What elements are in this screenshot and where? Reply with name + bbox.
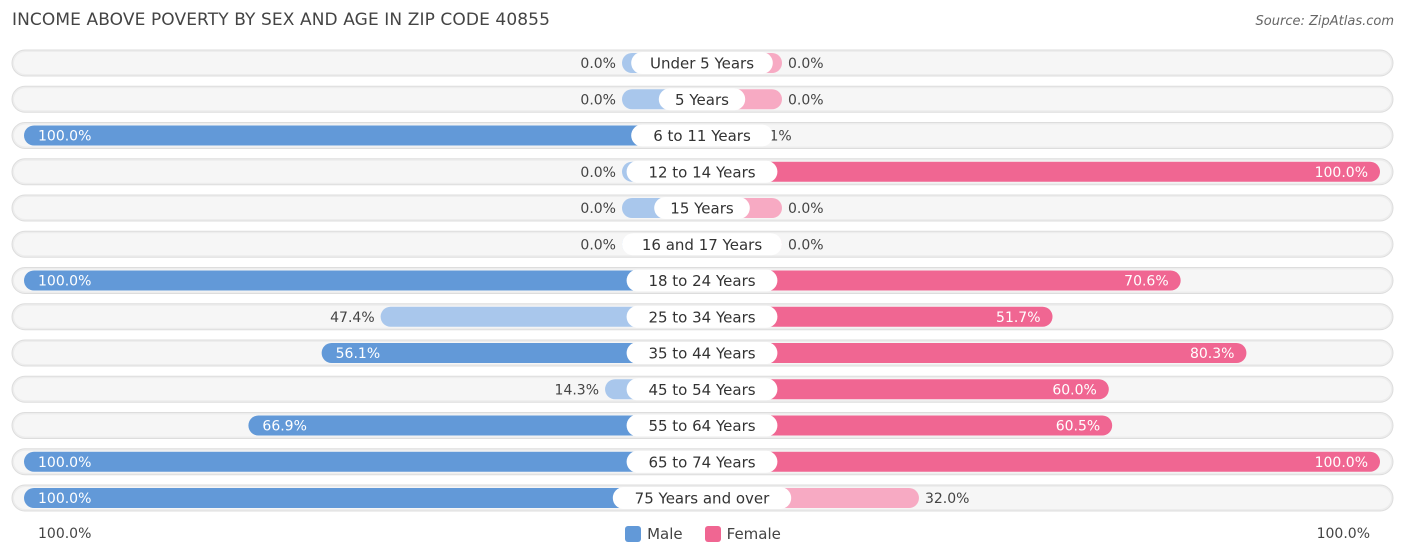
category-label: 16 and 17 Years: [642, 236, 762, 254]
female-bar: [702, 161, 1380, 182]
male-value-label: 100.0%: [38, 274, 91, 290]
female-value-label: 32.0%: [925, 491, 969, 507]
male-value-label: 56.1%: [336, 346, 380, 362]
male-value-label: 0.0%: [580, 201, 616, 217]
legend-item-male[interactable]: Male: [625, 525, 683, 543]
category-label: 18 to 24 Years: [648, 272, 755, 290]
legend-label-female: Female: [726, 525, 781, 543]
category-label: 45 to 54 Years: [648, 381, 755, 399]
male-value-label: 47.4%: [330, 310, 374, 326]
source-note: Source: ZipAtlas.com: [1255, 14, 1394, 29]
male-bar: [380, 306, 702, 327]
female-value-label: 80.3%: [1190, 346, 1234, 362]
category-label: 15 Years: [670, 200, 734, 218]
male-value-label: 100.0%: [38, 455, 91, 471]
female-bar: [702, 379, 1109, 400]
axis-left-label: 100.0%: [38, 526, 92, 542]
female-bar: [702, 415, 1113, 436]
legend: Male Female: [0, 523, 1406, 545]
category-pill: [626, 269, 778, 292]
category-label: 12 to 14 Years: [648, 163, 755, 181]
female-value-label: 70.6%: [1124, 274, 1168, 290]
category-label: 55 to 64 Years: [648, 417, 755, 435]
category-pill: [631, 52, 773, 74]
male-value-label: 0.0%: [580, 237, 616, 253]
female-value-label: 0.0%: [788, 56, 824, 72]
category-label: 35 to 44 Years: [648, 345, 755, 363]
female-value-label: 100.0%: [1315, 455, 1368, 471]
male-bar: [24, 125, 702, 146]
female-value-label: 0.0%: [788, 237, 824, 253]
category-label: Under 5 Years: [650, 55, 754, 73]
category-label: 25 to 34 Years: [648, 308, 755, 326]
legend-swatch-female: [704, 526, 721, 542]
category-label: 75 Years and over: [635, 490, 770, 508]
chart-title: INCOME ABOVE POVERTY BY SEX AND AGE IN Z…: [12, 10, 551, 30]
category-pill: [626, 305, 778, 328]
female-bar: [702, 451, 1380, 472]
category-pill: [626, 414, 778, 437]
category-label: 6 to 11 Years: [653, 127, 751, 145]
female-value-label: 60.5%: [1056, 419, 1100, 435]
category-pill: [626, 378, 778, 401]
male-bar: [24, 488, 702, 508]
category-label: 5 Years: [675, 91, 729, 109]
chart-area: 0.0% 0.0% Under 5 Years 0.0% 0.0% 5 Years 100.…: [11, 49, 1394, 512]
male-bar: [24, 451, 702, 472]
category-pill: [612, 487, 792, 509]
female-value-label: 60.0%: [1052, 382, 1096, 398]
category-pill: [626, 160, 778, 183]
category-pill: [622, 233, 782, 256]
female-value-label: 0.0%: [788, 92, 824, 108]
axis-right-label: 100.0%: [1316, 526, 1370, 542]
legend-item-female[interactable]: Female: [704, 525, 781, 543]
male-value-label: 66.9%: [262, 419, 306, 435]
female-bar: [702, 306, 1053, 327]
legend-label-male: Male: [647, 525, 683, 543]
male-value-label: 100.0%: [38, 129, 91, 145]
category-pill: [654, 197, 750, 219]
female-bar: [702, 343, 1247, 363]
male-value-label: 0.0%: [580, 165, 616, 181]
legend-swatch-male: [625, 526, 642, 542]
male-value-label: 100.0%: [38, 491, 91, 507]
category-label: 65 to 74 Years: [648, 453, 755, 471]
male-bar: [24, 270, 702, 291]
category-pill: [626, 342, 778, 364]
male-value-label: 0.0%: [580, 92, 616, 108]
male-value-label: 14.3%: [555, 382, 599, 398]
category-pill: [626, 450, 778, 473]
female-value-label: 51.7%: [996, 310, 1040, 326]
male-bar: [248, 415, 702, 436]
category-pill: [631, 124, 773, 147]
male-value-label: 0.0%: [580, 56, 616, 72]
female-bar: [702, 270, 1181, 291]
female-value-label: 100.0%: [1315, 165, 1368, 181]
female-value-label: 0.0%: [788, 201, 824, 217]
male-bar: [321, 343, 702, 363]
category-pill: [658, 88, 746, 111]
